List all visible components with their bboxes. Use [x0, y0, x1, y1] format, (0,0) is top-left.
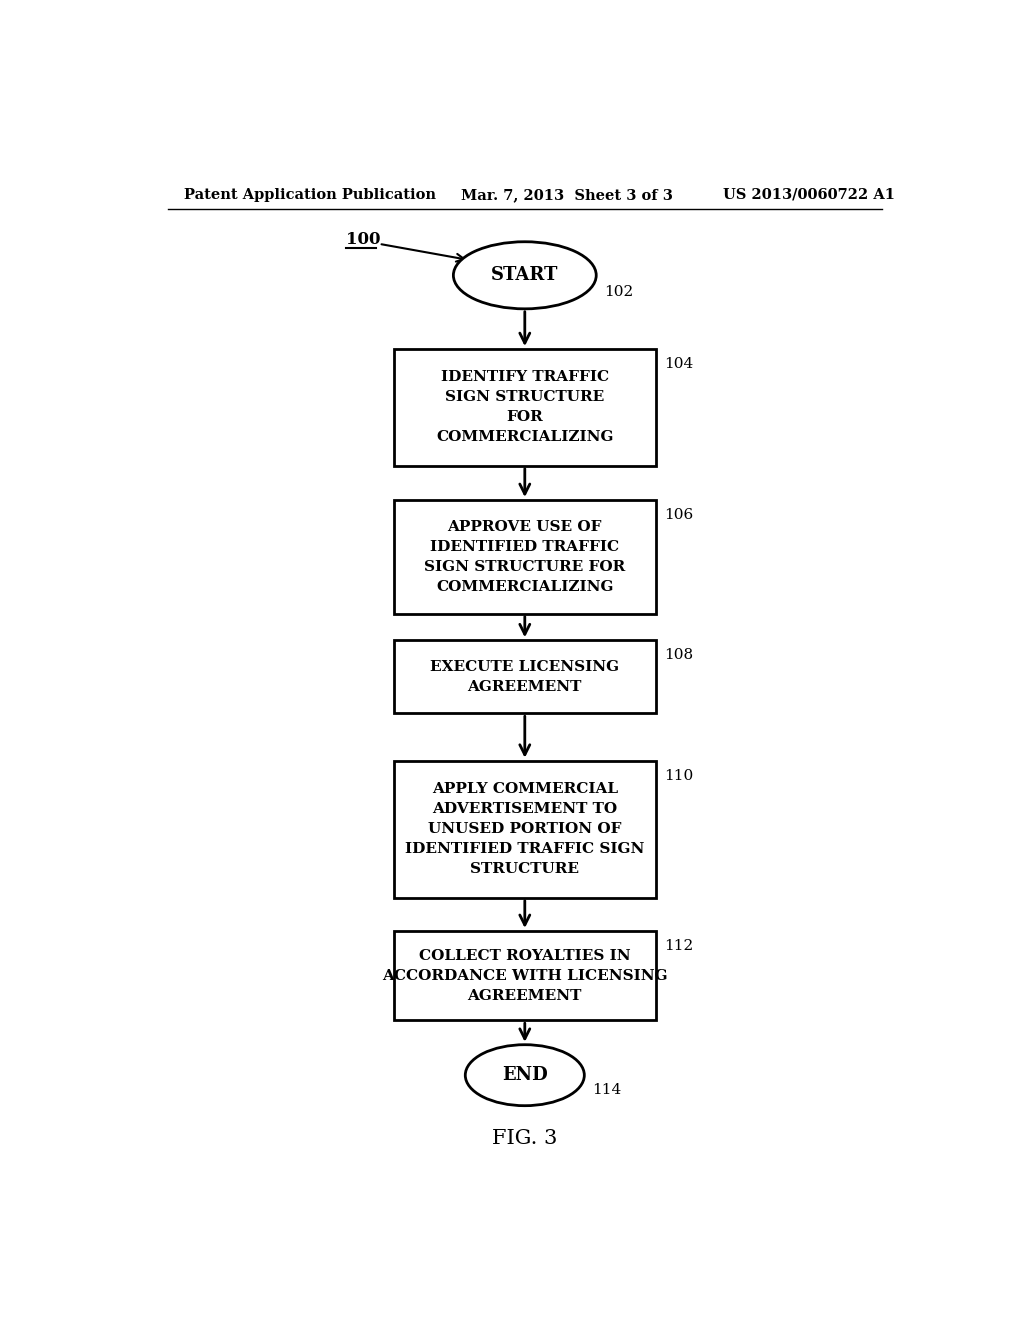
Text: 106: 106	[664, 508, 693, 523]
Bar	[394, 640, 655, 713]
Text: 112: 112	[664, 939, 693, 953]
Bar	[394, 348, 655, 466]
Text: 104: 104	[664, 358, 693, 371]
Bar	[394, 931, 655, 1020]
Text: FIG. 3: FIG. 3	[493, 1129, 557, 1147]
Text: Mar. 7, 2013  Sheet 3 of 3: Mar. 7, 2013 Sheet 3 of 3	[461, 187, 673, 202]
Bar	[394, 500, 655, 614]
Text: 110: 110	[664, 768, 693, 783]
Ellipse shape	[465, 1044, 585, 1106]
Text: APPROVE USE OF
IDENTIFIED TRAFFIC
SIGN STRUCTURE FOR
COMMERCIALIZING: APPROVE USE OF IDENTIFIED TRAFFIC SIGN S…	[424, 520, 626, 594]
Text: END: END	[502, 1067, 548, 1084]
Text: 108: 108	[664, 648, 693, 663]
Text: 114: 114	[592, 1084, 622, 1097]
Text: EXECUTE LICENSING
AGREEMENT: EXECUTE LICENSING AGREEMENT	[430, 660, 620, 694]
Text: US 2013/0060722 A1: US 2013/0060722 A1	[723, 187, 895, 202]
Text: 100: 100	[346, 231, 381, 248]
Text: START: START	[492, 267, 558, 284]
Ellipse shape	[454, 242, 596, 309]
Text: COLLECT ROYALTIES IN
ACCORDANCE WITH LICENSING
AGREEMENT: COLLECT ROYALTIES IN ACCORDANCE WITH LIC…	[382, 949, 668, 1003]
Text: APPLY COMMERCIAL
ADVERTISEMENT TO
UNUSED PORTION OF
IDENTIFIED TRAFFIC SIGN
STRU: APPLY COMMERCIAL ADVERTISEMENT TO UNUSED…	[406, 783, 644, 876]
Bar	[394, 760, 655, 898]
Text: Patent Application Publication: Patent Application Publication	[183, 187, 435, 202]
Text: 102: 102	[604, 285, 634, 300]
Text: IDENTIFY TRAFFIC
SIGN STRUCTURE
FOR
COMMERCIALIZING: IDENTIFY TRAFFIC SIGN STRUCTURE FOR COMM…	[436, 371, 613, 445]
